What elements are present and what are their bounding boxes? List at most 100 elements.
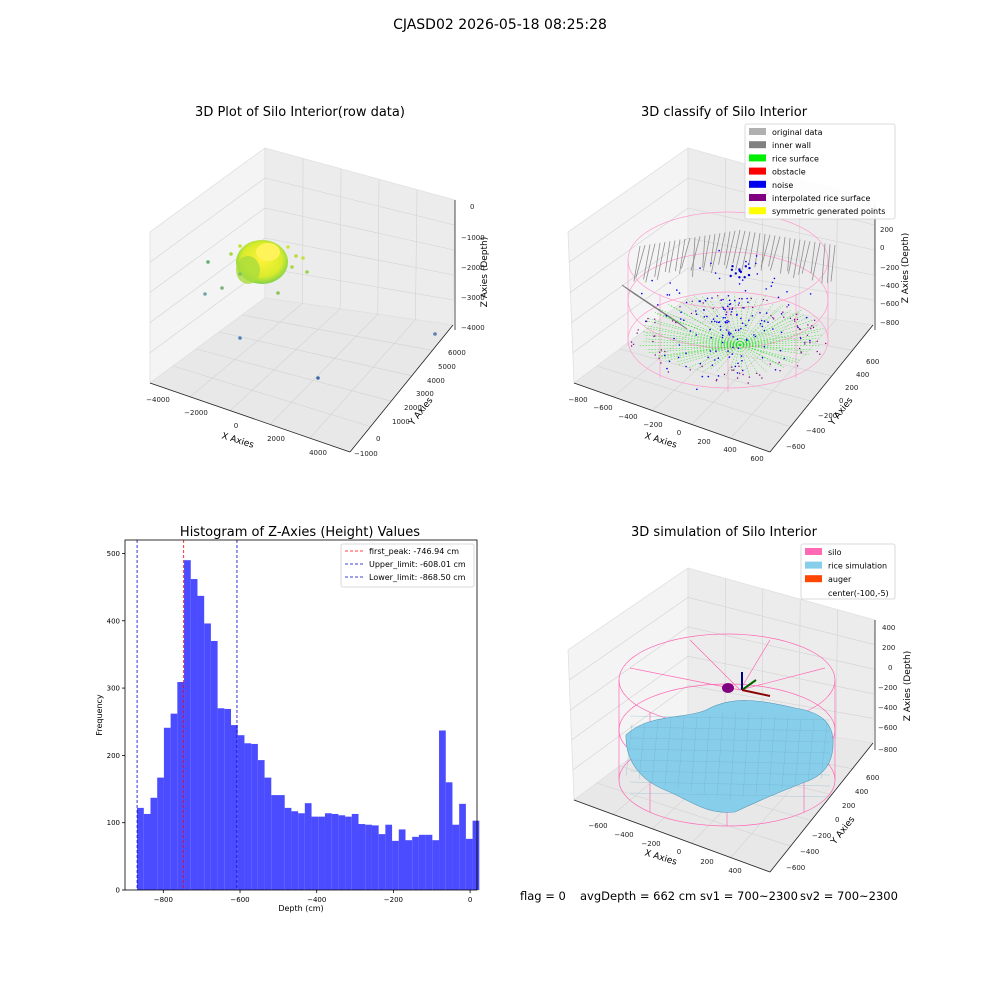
noise-point xyxy=(729,274,732,278)
hist-bar xyxy=(351,813,359,890)
noise-point xyxy=(746,297,748,300)
rice-surface-ray xyxy=(654,311,741,346)
noise-point xyxy=(734,365,737,368)
interpolated-point xyxy=(742,373,744,376)
raw-xtick: 2000 xyxy=(267,435,285,443)
noise-point xyxy=(695,334,698,336)
hist-bar xyxy=(177,682,185,890)
hist-bar xyxy=(425,834,433,890)
grid-line xyxy=(687,237,874,276)
noise-point xyxy=(722,306,724,309)
raw-ztick: −4000 xyxy=(461,324,485,332)
interpolated-point xyxy=(779,370,781,372)
noise-point xyxy=(711,364,714,367)
noise-point xyxy=(736,313,738,316)
sim-ztick: 0 xyxy=(888,664,892,672)
interpolated-point xyxy=(800,351,802,353)
cls-points xyxy=(621,229,836,391)
noise-point xyxy=(734,299,736,302)
interpolated-point xyxy=(658,357,660,360)
grid-line xyxy=(264,177,455,226)
mesh-line xyxy=(807,720,815,783)
noise-point xyxy=(689,330,692,332)
hist-bar xyxy=(324,813,332,890)
inner-wall-streak xyxy=(732,229,741,264)
interpolated-point xyxy=(630,345,633,347)
rice-surface-ray xyxy=(739,341,817,346)
grid-line xyxy=(569,177,689,263)
noise-point xyxy=(718,249,720,252)
raw-point xyxy=(294,254,298,258)
hist-bar xyxy=(465,838,473,890)
interpolated-point xyxy=(811,325,813,327)
sim-ztick: −800 xyxy=(878,746,897,754)
rice-surface-ray xyxy=(688,344,741,369)
rice-surface-ray xyxy=(739,344,767,373)
interpolated-point xyxy=(782,311,784,313)
sim-xtick: −600 xyxy=(588,822,607,830)
noise-point xyxy=(685,365,687,368)
noise-point xyxy=(756,273,759,275)
noise-point xyxy=(746,339,748,342)
noise-point xyxy=(673,337,675,340)
interpolated-point xyxy=(751,306,754,309)
noise-point xyxy=(716,321,718,323)
grid-line xyxy=(149,177,266,263)
hist-bar xyxy=(197,595,205,890)
raw-point xyxy=(305,270,309,274)
sim-xtick: 0 xyxy=(677,848,681,856)
flag-text: flag = 0 xyxy=(520,889,566,903)
noise-point xyxy=(737,347,740,350)
rice-surface-ray xyxy=(733,293,741,346)
noise-point xyxy=(731,308,733,311)
noise-point xyxy=(711,297,713,299)
interpolated-point xyxy=(632,343,635,345)
raw-point xyxy=(220,286,224,290)
rice-surface-ray xyxy=(675,344,741,363)
legend-label: original data xyxy=(772,128,823,137)
noise-point xyxy=(722,298,724,301)
raw-point xyxy=(229,252,233,256)
inner-wall-streak xyxy=(654,242,661,277)
rice-surface-ray xyxy=(656,344,741,357)
interpolated-point xyxy=(690,312,693,315)
panel-histogram: Histogram of Z-Axies (Height) Values −80… xyxy=(95,525,480,913)
noise-point xyxy=(731,265,734,268)
y-tick-label: 100 xyxy=(107,819,120,827)
rice-surface-ray xyxy=(644,319,741,346)
sim-ytick: 200 xyxy=(842,802,855,810)
mesh-line xyxy=(755,714,763,795)
legend-swatch xyxy=(805,575,822,583)
raw-point xyxy=(433,332,437,336)
inner-wall-streak xyxy=(769,236,781,271)
noise-point xyxy=(703,316,706,318)
grid-line xyxy=(687,207,875,251)
noise-point xyxy=(740,355,743,357)
sim-rice-surface xyxy=(625,700,834,813)
rice-surface-ray xyxy=(739,344,820,347)
interpolated-point xyxy=(748,376,751,378)
legend-label: obstacle xyxy=(772,168,806,177)
noise-point xyxy=(668,360,671,363)
noise-point xyxy=(717,357,720,360)
legend-label: rice surface xyxy=(772,154,819,163)
noise-point xyxy=(725,313,727,316)
noise-point xyxy=(728,320,730,323)
hist-bar xyxy=(331,813,339,890)
noise-point xyxy=(773,277,776,280)
rice-surface-ray xyxy=(679,300,741,346)
raw-point xyxy=(238,336,242,340)
noise-point xyxy=(745,324,747,327)
interpolated-point xyxy=(772,317,774,319)
panel-classify-3d: 3D classify of Silo Interior −800 xyxy=(567,105,911,463)
noise-point xyxy=(712,318,715,320)
interpolated-point xyxy=(723,373,726,376)
grid-line xyxy=(642,331,832,377)
cls-ztick: 200 xyxy=(880,226,893,234)
noise-point xyxy=(755,255,758,257)
hist-bar xyxy=(224,708,232,890)
noise-point xyxy=(760,319,763,322)
noise-point xyxy=(677,356,680,359)
noise-point xyxy=(721,341,724,344)
classify-title: 3D classify of Silo Interior xyxy=(641,105,808,120)
